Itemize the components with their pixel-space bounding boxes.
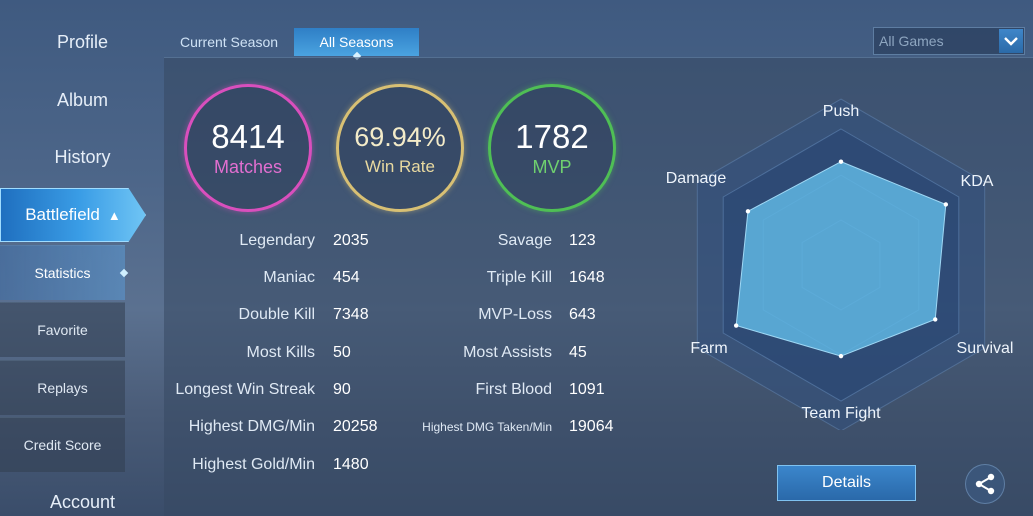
nav-profile[interactable]: Profile: [56, 32, 109, 52]
radar-point-team-fight: [838, 353, 844, 359]
stat-value: 643: [569, 306, 596, 323]
sub-item-favorite[interactable]: Favorite: [0, 302, 125, 357]
chevron-down-icon[interactable]: [999, 29, 1023, 53]
sub-item-replays[interactable]: Replays: [0, 360, 125, 415]
radar-point-push: [838, 159, 844, 164]
tab-current-season[interactable]: Current Season: [179, 34, 279, 50]
share-icon: [975, 473, 995, 495]
nav-account[interactable]: Account: [49, 492, 116, 512]
chevron-up-icon: ▲: [107, 207, 121, 223]
nav-battlefield[interactable]: Battlefield ▲: [0, 188, 146, 242]
radar-dots: [733, 159, 949, 359]
radar-chart: Push KDA Survival Team Fight Farm Damage: [666, 98, 1014, 430]
win-rate-value: 69.94%: [354, 122, 446, 152]
radar-label-farm: Farm: [690, 340, 727, 357]
games-filter-value: All Games: [879, 33, 944, 49]
mvp-circle: 1782 MVP: [488, 84, 616, 212]
details-button[interactable]: Details: [777, 465, 916, 501]
radar-label-team-fight: Team Fight: [801, 405, 881, 422]
sub-item-credit-score[interactable]: Credit Score: [0, 417, 125, 472]
stat-value: 454: [333, 269, 360, 286]
sidebar: Profile Album History Battlefield ▲ Stat…: [0, 0, 165, 516]
stat-label: Legendary: [239, 232, 315, 249]
stat-label: First Blood: [475, 381, 552, 398]
nav-history[interactable]: History: [54, 147, 111, 167]
matches-value: 8414: [211, 117, 285, 155]
stat-value: 123: [569, 232, 596, 249]
stat-value: 45: [569, 344, 587, 361]
stat-label: Most Kills: [246, 344, 315, 361]
stat-value: 20258: [333, 418, 378, 435]
radar-label-damage: Damage: [666, 170, 727, 187]
stat-value: 2035: [333, 232, 369, 249]
stat-value: 1480: [333, 456, 369, 473]
stat-value: 50: [333, 344, 351, 361]
games-filter-dropdown[interactable]: All Games: [873, 27, 1025, 55]
tab-all-seasons[interactable]: All Seasons: [294, 28, 419, 56]
stat-label: Highest DMG/Min: [188, 418, 315, 435]
stat-value: 7348: [333, 306, 369, 323]
mvp-label: MVP: [532, 156, 572, 177]
radar-point-farm: [733, 323, 739, 328]
radar-label-survival: Survival: [957, 340, 1014, 357]
radar-point-survival: [933, 317, 938, 322]
nav-battlefield-label: Battlefield: [25, 205, 100, 224]
mvp-value: 1782: [515, 117, 589, 155]
radar-point-kda: [943, 202, 949, 207]
stat-label: Savage: [497, 232, 552, 249]
stat-value: 19064: [569, 418, 614, 435]
stat-label: Highest DMG Taken/Min: [422, 420, 552, 434]
matches-label: Matches: [213, 156, 283, 177]
win-rate-circle: 69.94% Win Rate: [336, 84, 464, 212]
win-rate-label: Win Rate: [365, 157, 435, 176]
radar-label-push: Push: [823, 103, 859, 120]
sub-item-statistics[interactable]: Statistics: [0, 245, 125, 300]
stat-value: 1091: [569, 381, 605, 398]
stat-value: 90: [333, 381, 351, 398]
share-button[interactable]: [965, 464, 1005, 504]
stat-label: MVP-Loss: [478, 306, 552, 323]
stat-label: Longest Win Streak: [175, 381, 315, 398]
radar-label-kda: KDA: [961, 173, 994, 190]
stat-label: Triple Kill: [486, 269, 552, 286]
nav-album[interactable]: Album: [56, 90, 109, 110]
stat-label: Maniac: [263, 269, 315, 286]
stat-label: Most Assists: [463, 344, 552, 361]
stat-label: Double Kill: [238, 306, 315, 323]
matches-circle: 8414 Matches: [184, 84, 312, 212]
radar-point-damage: [745, 209, 751, 214]
stat-value: 1648: [569, 269, 605, 286]
stat-label: Highest Gold/Min: [192, 456, 315, 473]
